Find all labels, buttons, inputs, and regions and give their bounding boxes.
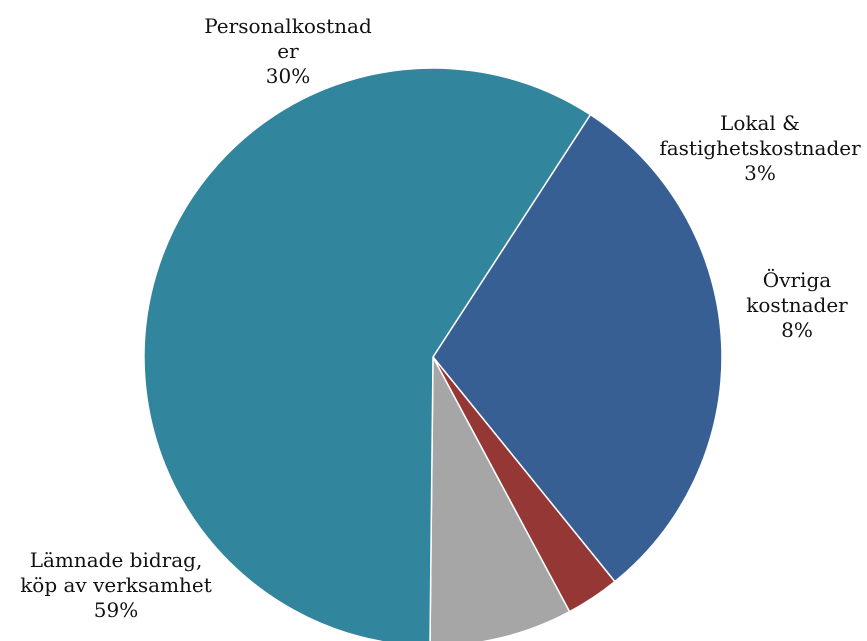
pie-slice <box>429 356 571 641</box>
slice-name-label: Lämnade bidrag, <box>30 548 203 572</box>
slice-label: Lokal & fastighetskostnader 3% <box>659 111 861 185</box>
slice-name-label: köp av verksamhet <box>20 573 212 597</box>
pie-slice <box>143 67 592 641</box>
pie-slice <box>432 113 723 583</box>
labels-layer: Personalkostnad er 30% Lokal & fastighetskos… <box>20 14 861 622</box>
slice-name-label: er <box>277 39 299 63</box>
slice-name-label: Övriga <box>763 267 831 292</box>
slices-layer <box>143 67 723 641</box>
slice-name-label: kostnader <box>746 293 848 317</box>
slice-percent-label: 3% <box>744 161 776 185</box>
slice-percent-label: 59% <box>94 598 138 622</box>
slice-name-label: Lokal & <box>720 111 800 135</box>
slice-percent-label: 30% <box>266 64 310 88</box>
slice-percent-label: 8% <box>781 318 813 342</box>
slice-label: Övriga kostnader 8% <box>746 267 848 342</box>
slice-label: Personalkostnad er 30% <box>204 14 372 88</box>
slice-name-label: Personalkostnad <box>204 14 372 38</box>
slice-label: Lämnade bidrag, köp av verksamhet 59% <box>20 548 212 622</box>
slice-name-label: fastighetskostnader <box>659 136 861 160</box>
